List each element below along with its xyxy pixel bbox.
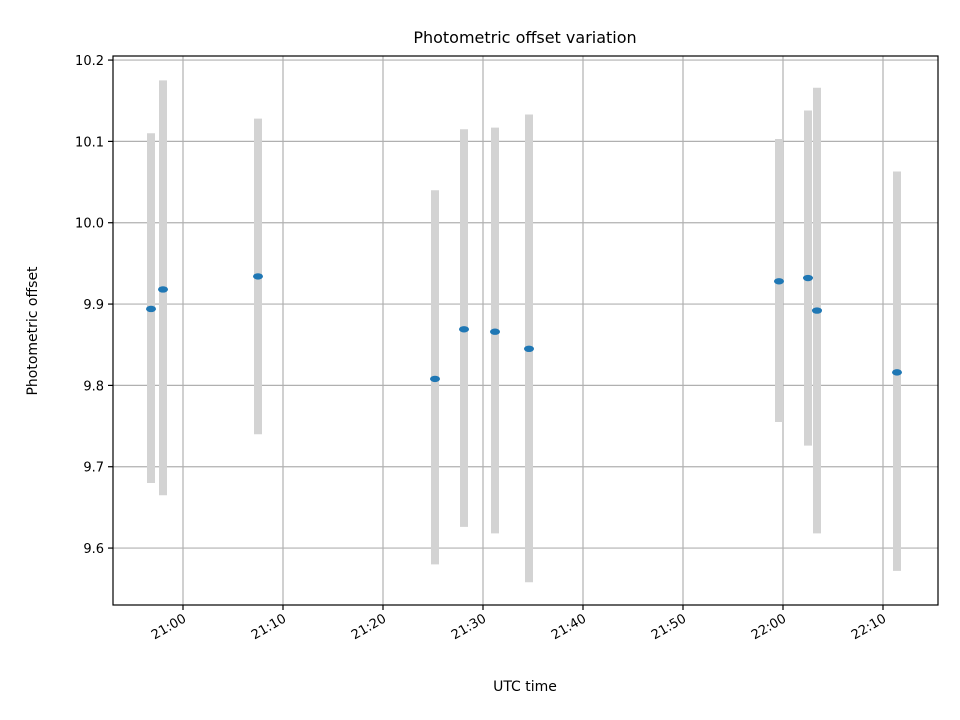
- chart-title: Photometric offset variation: [413, 28, 636, 47]
- x-axis-title: UTC time: [493, 679, 557, 695]
- data-points: [146, 273, 902, 383]
- y-tick-label: 9.6: [83, 542, 104, 557]
- y-tick-label: 9.7: [83, 461, 104, 476]
- data-point: [803, 274, 813, 282]
- y-tick-label: 9.9: [83, 298, 104, 313]
- data-point: [158, 286, 168, 293]
- data-point: [774, 278, 784, 285]
- plot-frame: [112, 55, 939, 606]
- data-point: [146, 305, 156, 313]
- y-axis-title: Photometric offset: [25, 266, 41, 396]
- y-tick-label: 9.8: [83, 379, 104, 394]
- data-point: [892, 369, 902, 376]
- y-tick-label: 10.0: [75, 217, 104, 232]
- data-point: [490, 328, 500, 335]
- data-point: [459, 326, 469, 333]
- data-point: [524, 345, 534, 352]
- data-point: [253, 273, 263, 280]
- data-point: [430, 375, 440, 383]
- y-tick-label: 10.1: [75, 135, 104, 150]
- y-tick-label: 10.2: [75, 54, 104, 69]
- data-point: [812, 307, 822, 314]
- y-axis-ticks: 9.6 9.7 9.8 9.9 10.0 10.1 10.2: [75, 54, 113, 557]
